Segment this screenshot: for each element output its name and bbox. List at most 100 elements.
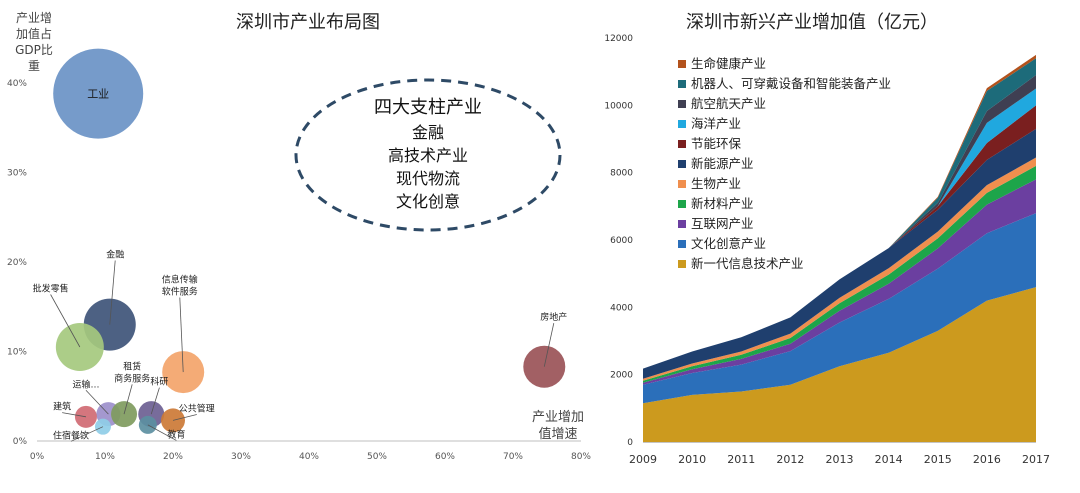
bubble-leader (123, 384, 133, 415)
y-tick-label: 2000 (610, 371, 633, 381)
bubble-label: 商务服务 (114, 372, 150, 384)
legend-label: 文化创意产业 (691, 236, 766, 251)
x-tick-label: 2016 (973, 453, 1001, 466)
x-tick-label: 40% (299, 452, 319, 462)
legend-entry: 互联网产业 (678, 216, 754, 231)
y-tick-label: 20% (7, 258, 27, 268)
legend-swatch (678, 180, 686, 188)
x-tick-label: 2013 (826, 453, 854, 466)
bubble-label: 批发零售 (33, 282, 69, 294)
ylabel-line: 加值占 (16, 26, 52, 41)
y-tick-label: 4000 (610, 303, 633, 313)
legend-entry: 新能源产业 (678, 156, 754, 171)
legend-entry: 文化创意产业 (678, 236, 766, 251)
y-tick-label: 0 (627, 438, 633, 448)
legend-swatch (678, 220, 686, 228)
legend-entry: 海洋产业 (678, 116, 741, 131)
bubble-leader (179, 297, 184, 373)
legend-label: 节能环保 (691, 136, 742, 151)
bubble-label: 信息传输 (162, 274, 198, 286)
legend-label: 机器人、可穿戴设备和智能装备产业 (691, 76, 891, 91)
bubble-leader (85, 390, 109, 415)
bubble-circle (53, 48, 144, 139)
bubble-label: 教育 (167, 428, 185, 440)
ylabel-line: 重 (28, 59, 40, 73)
legend-entry: 生物产业 (678, 176, 741, 191)
x-tick-label: 2014 (875, 453, 903, 466)
legend-swatch (678, 160, 686, 168)
area-series-9 (643, 58, 1036, 369)
bubble-chart-axes: 0% 10% 20% 30% 40% 50% 60% 70% 80% 0% 10% 20% 30% 40% (7, 79, 591, 462)
bubble-8: 建筑 (53, 401, 97, 428)
bubble-leader (543, 323, 555, 367)
bubble-chart-title: 深圳市产业布局图 (236, 12, 380, 33)
bubble-label: 运输… (72, 378, 99, 390)
area-series-4 (643, 157, 1036, 381)
legend-swatch (678, 100, 686, 108)
bubble-leader (150, 387, 160, 415)
x-tick-label: 50% (367, 452, 387, 462)
legend-swatch (678, 140, 686, 148)
bubble-label: 房地产 (540, 311, 567, 323)
bubble-leader (50, 294, 81, 348)
x-tick-label: 2012 (776, 453, 804, 466)
area-chart-title: 深圳市新兴产业增加值（亿元） (686, 12, 938, 33)
bubble-0: 工业 (53, 48, 144, 139)
area-chart-series (643, 54, 1036, 442)
x-tick-label: 2011 (727, 453, 755, 466)
x-tick-label: 20% (163, 452, 183, 462)
x-tick-label: 2015 (924, 453, 952, 466)
legend-label: 互联网产业 (691, 216, 754, 231)
stacked-area-chart: 深圳市新兴产业增加值（亿元） 0 2000 4000 6000 8000 10000 120… (604, 12, 1050, 466)
annotation-line: 四大支柱产业 (374, 97, 482, 118)
bubble-9: 公共管理 (161, 402, 215, 433)
x-tick-label: 60% (435, 452, 455, 462)
legend-label: 海洋产业 (691, 116, 741, 131)
bubble-label: 工业 (87, 88, 109, 101)
x-tick-label: 0% (30, 452, 45, 462)
y-tick-label: 6000 (610, 236, 633, 246)
legend-entry: 节能环保 (678, 136, 742, 151)
bubble-leader (147, 424, 177, 441)
area-series-8 (643, 75, 1036, 369)
ylabel-line: 产业增 (16, 11, 52, 25)
legend-label: 新能源产业 (691, 156, 754, 171)
area-series-1 (643, 213, 1036, 404)
x-tick-label: 70% (503, 452, 523, 462)
legend-swatch (678, 120, 686, 128)
bubble-2: 批发零售 (33, 282, 104, 371)
legend-entry: 机器人、可穿戴设备和智能装备产业 (678, 76, 891, 91)
legend-swatch (678, 240, 686, 248)
bubble-label: 科研 (150, 376, 168, 388)
x-tick-label: 10% (95, 452, 115, 462)
y-tick-label: 8000 (610, 169, 633, 179)
bubble-leader (70, 426, 104, 442)
area-series-5 (643, 128, 1036, 379)
bubble-4: 房地产 (523, 311, 567, 388)
bubble-label: 金融 (106, 248, 124, 260)
bubble-label: 公共管理 (179, 402, 215, 414)
annotation-line: 现代物流 (396, 169, 460, 188)
legend-entry: 新一代信息技术产业 (678, 256, 804, 271)
legend-swatch (678, 200, 686, 208)
area-series-7 (643, 88, 1036, 369)
legend-swatch (678, 60, 686, 68)
bubble-label: 租赁 (123, 360, 141, 372)
legend-swatch (678, 80, 686, 88)
legend-entry: 航空航天产业 (678, 96, 766, 111)
area-series-0 (643, 287, 1036, 442)
annotation-line: 高技术产业 (388, 146, 468, 165)
legend-swatch (678, 260, 686, 268)
y-tick-label: 0% (13, 437, 28, 447)
y-tick-label: 30% (7, 168, 27, 178)
area-series-3 (643, 165, 1036, 383)
annotation-line: 金融 (412, 123, 444, 142)
legend-entry: 生命健康产业 (678, 56, 766, 71)
